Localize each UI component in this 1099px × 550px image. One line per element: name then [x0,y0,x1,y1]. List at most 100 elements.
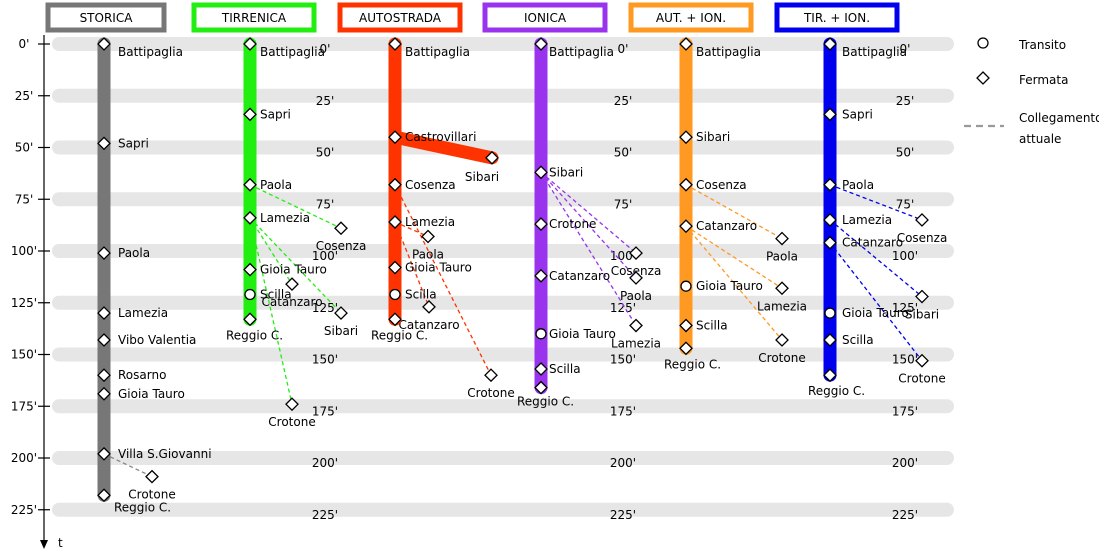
station-stop-icon [679,177,693,192]
time-tick-label-inner: 125' [892,301,918,315]
time-tick-label: 175' [11,399,37,413]
station-transit-icon [389,288,401,301]
connection-line [540,171,637,254]
time-tick-label: 50' [15,141,34,155]
time-tick-label-inner: 175' [312,404,338,418]
station-label: Gioia Tauro [118,387,185,401]
connection-label: Paola [620,289,652,303]
station-stop-icon [97,37,111,51]
connection-stop-icon [915,289,929,304]
station-label: Reggio C. [517,395,574,409]
connection-label: Catanzaro [398,318,459,332]
connection-line [685,225,783,341]
route-tir_ion: Cosenza Sibari Crotone Battipaglia Sapri Paol… [808,37,948,398]
station-label: Sapri [260,107,291,121]
station-label: Gioia Tauro [549,327,616,341]
station-stop-icon [388,260,402,275]
time-tick-label-inner: 150' [892,353,918,367]
connection-label: Crotone [268,415,315,429]
station-stop-icon [388,312,402,327]
time-bands [52,37,954,517]
connection-line [394,221,429,238]
station-label: Cosenza [405,178,456,192]
station-stop-icon [534,217,548,232]
time-tick-label-inner: 100' [312,249,338,263]
station-label: Cosenza [696,178,747,192]
time-tick-label-inner: 25' [614,94,633,108]
route-tirrenica: Cosenza Catanzaro Sibari Crotone Battipaglia… [226,37,366,429]
legend-link-label: Collegamento attuale [1019,111,1099,146]
connection-label: Crotone [128,488,175,502]
route-aut_ion: Paola Lamezia Crotone Battipaglia Sibari Cose… [664,37,807,371]
routes: Crotone Battipaglia Sapri Paola Lamezia Vibo … [97,37,948,514]
connection-label: Crotone [898,372,945,386]
time-tick-label-inner: 50' [614,146,633,160]
station-stop-icon [388,215,402,229]
station-stop-icon [679,219,693,234]
time-band [52,399,954,414]
station-stop-icon [243,312,257,327]
connection-label: Cosenza [897,231,948,245]
connection-label: Sibari [324,324,358,338]
route-connections: Paola Catanzaro Crotone [394,184,515,400]
route-connections: CosenzaPaolaLamezia [540,171,661,351]
station-stop-icon [388,37,402,51]
connection-label: Crotone [758,351,805,365]
connection-line [829,242,923,362]
station-label: Sibari [549,165,583,179]
route-header-title: STORICA [80,11,134,25]
time-tick-label-inner: 100' [892,249,918,263]
connection-stop-icon [915,353,929,368]
time-band [52,192,954,207]
connection-line [249,184,342,229]
station-stop-icon [243,37,257,51]
station-label: Crotone [549,217,596,231]
time-band [52,140,954,155]
time-tick-label-inner: 25' [896,94,915,108]
time-band [52,295,954,310]
station-label: Scilla [260,287,292,301]
time-tick-label-inner: 200' [892,456,918,470]
legend-stop-label: Fermata [1019,73,1068,87]
station-stop-icon [97,306,111,321]
time-tick-label-inner: 0' [900,42,911,56]
time-tick-labels: 0' 0' 0' 0' 25' 25' 25' 25' 50' 50' 50' 50' 75' 75' 75… [11,37,918,522]
station-label: Gioia Tauro [405,261,472,275]
time-axis-label: t [58,536,63,550]
time-tick-label-inner: 75' [896,197,915,211]
route-header-title: AUT. + ION. [656,11,726,25]
station-stop-icon [243,262,257,277]
station-stop-icon [388,130,402,145]
route-header-aut_ion [628,2,754,33]
connection-label: Sibari [905,308,939,322]
station-stop-icon [679,37,693,51]
station-transit-icon [244,288,256,301]
station-label: Battipaglia [842,45,907,59]
time-tick-label: 100' [11,244,37,258]
connection-line [540,171,637,279]
time-band [52,37,954,51]
connection-label: Lamezia [611,337,661,351]
station-stop-icon [823,107,837,122]
connection-line [394,184,492,376]
time-band [52,502,954,517]
route-header-title: AUTOSTRADA [359,11,442,25]
connection-stop-icon [484,368,498,383]
connection-line [103,453,153,478]
route-autostrada: Paola Catanzaro Crotone Sibari Battipaglia Ca… [371,37,515,400]
station-stop-icon [243,210,257,225]
connection-line [249,217,293,405]
time-tick-label-inner: 50' [316,146,335,160]
time-tick-label-inner: 225' [610,508,636,522]
station-stop-icon [485,150,499,165]
time-tick-label-inner: 150' [610,353,636,367]
station-label: Scilla [549,362,581,376]
route-ionica: CosenzaPaolaLameziaBattipagliaSibariCrot… [517,37,661,409]
route-headers: STORICA TIRRENICA AUTOSTRADA IONICA AUT. + I… [45,2,900,33]
time-axis: t [40,35,63,550]
time-tick-label-inner: 200' [312,456,338,470]
station-stop-icon [534,380,548,395]
route-header-autostrada [337,2,463,33]
route-header-tir_ion [774,2,900,33]
station-stop-icon [823,333,837,347]
